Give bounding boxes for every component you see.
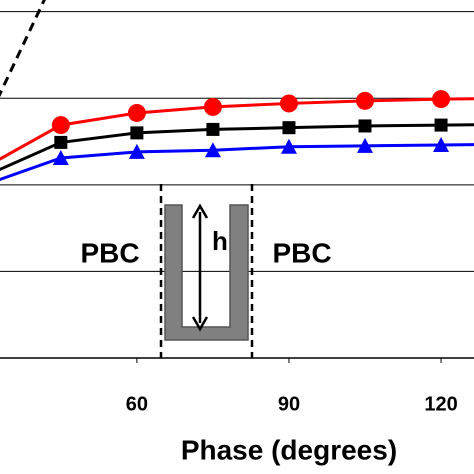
marker [356,91,375,110]
marker [282,121,296,135]
x-tick-label: 60 [126,393,148,415]
marker [433,137,450,152]
marker [51,116,70,135]
marker [127,103,146,122]
x-tick-label: 90 [278,393,300,415]
marker [52,149,69,165]
marker [279,94,298,113]
inset: h PBC PBC [80,184,332,358]
series-line [0,143,474,182]
arrow-heads [191,203,209,332]
marker [432,90,451,109]
dashed-line [0,0,46,98]
marker [204,142,221,158]
x-axis-label: Phase (degrees) [181,434,397,465]
marker [358,119,372,133]
pbc-label: PBC [272,237,331,268]
x-tick-label: 120 [424,393,457,415]
pbc-label: PBC [80,237,139,268]
marker [128,143,145,159]
marker [203,97,222,116]
series-line [0,97,474,161]
marker [54,135,68,149]
series-line [0,123,474,172]
marker [434,118,448,132]
u-structure [164,204,249,341]
plot-area [0,0,474,182]
marker [357,137,374,153]
height-label: h [212,226,228,256]
marker [130,126,144,140]
marker [206,122,220,136]
marker [280,138,297,154]
